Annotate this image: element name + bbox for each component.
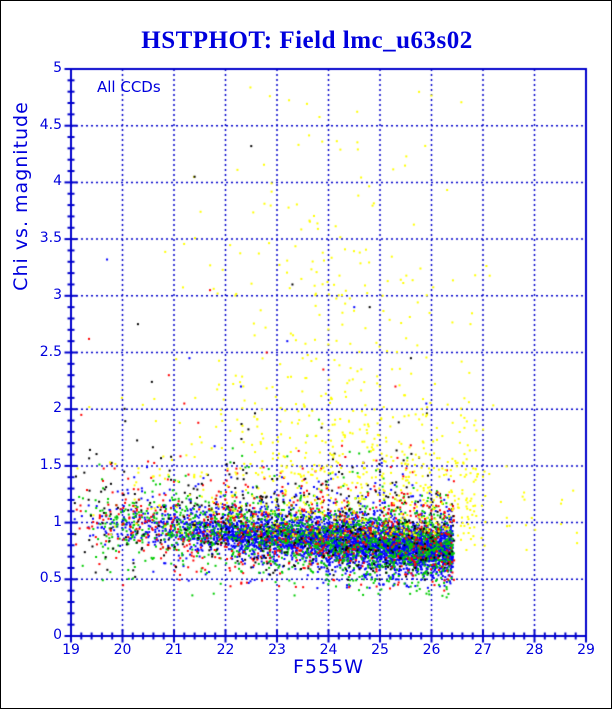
y-tick-label: 0: [53, 627, 62, 643]
y-tick-label: 1: [53, 513, 62, 530]
x-tick-label: 21: [165, 642, 183, 658]
x-tick-label: 24: [319, 642, 338, 658]
x-tick-label: 26: [422, 642, 441, 658]
x-tick-label: 19: [62, 642, 80, 658]
annotation-all-ccds: All CCDs: [97, 78, 161, 96]
y-tick-label: 0.5: [39, 570, 62, 587]
x-axis-label: F555W: [293, 656, 364, 678]
y-tick-label: 4.5: [39, 116, 62, 133]
x-tick-label: 27: [474, 642, 492, 658]
y-tick-label: 1.5: [39, 456, 62, 473]
x-tick-label: 29: [577, 642, 595, 658]
y-tick-label: 3.5: [39, 230, 62, 247]
y-tick-label: 2: [53, 400, 62, 417]
y-tick-label: 4: [53, 173, 62, 190]
x-tick-label: 28: [525, 642, 544, 658]
x-tick-label: 22: [216, 642, 235, 658]
y-tick-label: 5: [53, 60, 62, 76]
y-tick-label: 2.5: [39, 343, 62, 360]
x-tick-label: 23: [268, 642, 286, 658]
page-title: HSTPHOT: Field lmc_u63s02: [141, 27, 473, 54]
x-tick-label: 20: [113, 642, 132, 658]
y-tick-label: 3: [53, 286, 62, 303]
x-tick-label: 25: [371, 642, 389, 658]
